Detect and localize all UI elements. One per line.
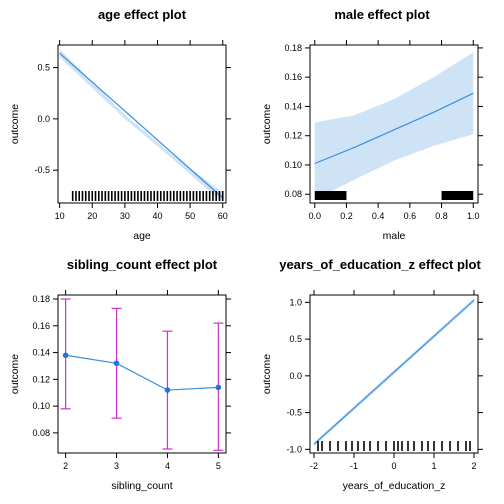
- y-axis-label: outcome: [9, 104, 21, 144]
- y-tick-label: -1.0: [286, 444, 302, 454]
- x-tick-label: 0.8: [435, 211, 448, 221]
- x-tick-label: -1: [350, 461, 358, 471]
- y-axis-label: outcome: [261, 104, 273, 144]
- effect-panel: -2 -1 0 1 2 -1.0 -0.5 0.0 0.5 1.0 years_of_educati…: [261, 257, 483, 492]
- rug-block: [315, 191, 347, 200]
- x-axis-label: age: [133, 230, 151, 242]
- data-point: [114, 360, 120, 366]
- x-tick-label: 0.4: [372, 211, 385, 221]
- x-tick-label: 0: [391, 461, 396, 471]
- x-tick-label: 2: [471, 461, 476, 471]
- y-tick-label: 0.12: [32, 374, 50, 384]
- panel-frame: [58, 295, 226, 453]
- data-point: [63, 352, 69, 358]
- y-tick-label: 0.08: [32, 428, 50, 438]
- fitted-line: [314, 300, 474, 444]
- data-point: [216, 385, 222, 391]
- effect-line: [66, 355, 219, 390]
- y-axis-label: outcome: [9, 354, 21, 394]
- y-tick-label: 0.5: [289, 334, 302, 344]
- x-tick-label: 30: [120, 211, 130, 221]
- plot-area: [61, 299, 224, 450]
- y-tick-label: 0.08: [284, 189, 302, 199]
- y-tick-label: 0.14: [32, 348, 50, 358]
- x-axis-label: years_of_education_z: [343, 480, 446, 492]
- effect-panel: 10 20 30 40 50 60 -0.5 0.0 0.5 age effect plot age…: [9, 7, 231, 242]
- y-tick-label: 0.0: [289, 371, 302, 381]
- y-axis-label: outcome: [261, 354, 273, 394]
- panel-title: male effect plot: [334, 7, 430, 22]
- x-tick-label: 2: [63, 461, 68, 471]
- y-tick-label: 0.10: [32, 401, 50, 411]
- x-tick-label: 60: [218, 211, 228, 221]
- y-tick-label: 0.16: [32, 321, 50, 331]
- rug-block: [442, 191, 474, 200]
- plot-area: [315, 52, 474, 200]
- x-axis-label: male: [383, 230, 406, 242]
- y-tick-label: 0.18: [284, 43, 302, 53]
- panel-title: years_of_education_z effect plot: [279, 257, 481, 272]
- y-tick-label: 0.0: [37, 114, 50, 124]
- y-tick-label: -0.5: [286, 408, 302, 418]
- panel-title: sibling_count effect plot: [67, 257, 218, 272]
- x-tick-label: 0.6: [404, 211, 417, 221]
- x-tick-label: 50: [185, 211, 195, 221]
- y-tick-label: -0.5: [34, 165, 50, 175]
- y-tick-label: 0.10: [284, 160, 302, 170]
- x-tick-label: 4: [165, 461, 170, 471]
- confidence-band: [315, 52, 474, 200]
- y-tick-label: 0.16: [284, 72, 302, 82]
- plot-area: [60, 49, 223, 203]
- x-tick-label: 1: [431, 461, 436, 471]
- x-tick-label: 20: [87, 211, 97, 221]
- x-tick-label: 5: [216, 461, 221, 471]
- y-tick-label: 0.14: [284, 101, 302, 111]
- plot-area: [314, 298, 474, 451]
- x-tick-label: 3: [114, 461, 119, 471]
- effect-panel: 2 3 4 5 0.08 0.10 0.12 0.14 0.16 0.18 sibling_coun…: [9, 257, 231, 492]
- y-tick-label: 0.12: [284, 131, 302, 141]
- x-tick-label: 40: [152, 211, 162, 221]
- x-tick-label: 10: [55, 211, 65, 221]
- fitted-line: [60, 53, 223, 198]
- effect-panel: 0.0 0.2 0.4 0.6 0.8 1.0 0.08 0.10 0.12 0.14 0.16 0.…: [261, 7, 483, 242]
- x-tick-label: 0.2: [340, 211, 353, 221]
- panel-title: age effect plot: [98, 7, 187, 22]
- y-tick-label: 0.18: [32, 294, 50, 304]
- x-axis-label: sibling_count: [111, 480, 172, 492]
- data-point: [165, 387, 171, 393]
- y-tick-label: 1.0: [289, 297, 302, 307]
- x-tick-label: 1.0: [467, 211, 480, 221]
- x-tick-label: -2: [310, 461, 318, 471]
- x-tick-label: 0.0: [308, 211, 321, 221]
- y-tick-label: 0.5: [37, 63, 50, 73]
